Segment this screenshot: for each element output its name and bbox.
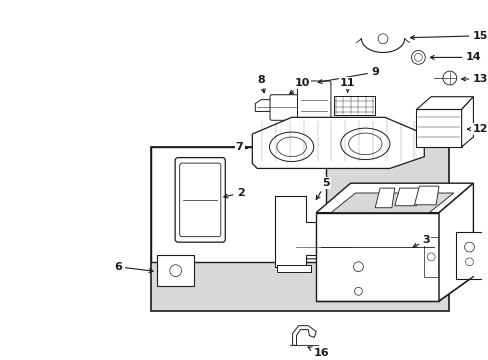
Text: 12: 12 [467, 124, 487, 134]
Bar [157, 255, 194, 286]
Polygon shape [438, 183, 472, 301]
Text: 13: 13 [461, 74, 487, 84]
Polygon shape [416, 109, 461, 147]
FancyBboxPatch shape [289, 239, 357, 259]
FancyBboxPatch shape [269, 95, 299, 120]
Polygon shape [292, 326, 316, 345]
Text: 10: 10 [289, 78, 309, 94]
Text: 9: 9 [318, 67, 378, 84]
Polygon shape [416, 97, 472, 109]
Polygon shape [274, 196, 316, 267]
Text: 14: 14 [429, 53, 480, 62]
Polygon shape [461, 97, 472, 147]
Polygon shape [374, 188, 394, 208]
Ellipse shape [340, 128, 389, 159]
FancyBboxPatch shape [179, 163, 221, 237]
Text: 3: 3 [412, 235, 429, 247]
Polygon shape [276, 265, 311, 272]
Text: 1: 1 [0, 359, 1, 360]
Text: 16: 16 [307, 347, 328, 358]
Bar [455, 232, 482, 279]
Text: 11: 11 [339, 78, 355, 92]
Text: 4: 4 [0, 359, 1, 360]
Text: 6: 6 [114, 262, 153, 273]
Ellipse shape [348, 133, 381, 155]
Polygon shape [316, 183, 472, 213]
Bar [333, 96, 374, 115]
Ellipse shape [276, 137, 306, 157]
FancyBboxPatch shape [175, 158, 225, 242]
Bar [151, 147, 325, 262]
Polygon shape [330, 193, 453, 213]
Ellipse shape [269, 132, 313, 162]
Text: 5: 5 [316, 178, 329, 199]
Polygon shape [252, 117, 424, 168]
Text: 8: 8 [257, 75, 264, 93]
FancyBboxPatch shape [297, 81, 330, 120]
Text: 2: 2 [224, 188, 244, 198]
Bar [151, 147, 448, 311]
Bar [424, 237, 437, 276]
Polygon shape [316, 213, 438, 301]
Polygon shape [414, 186, 438, 205]
Text: 7: 7 [235, 142, 247, 152]
Text: 15: 15 [410, 31, 487, 41]
Polygon shape [394, 188, 419, 206]
Polygon shape [255, 100, 274, 112]
